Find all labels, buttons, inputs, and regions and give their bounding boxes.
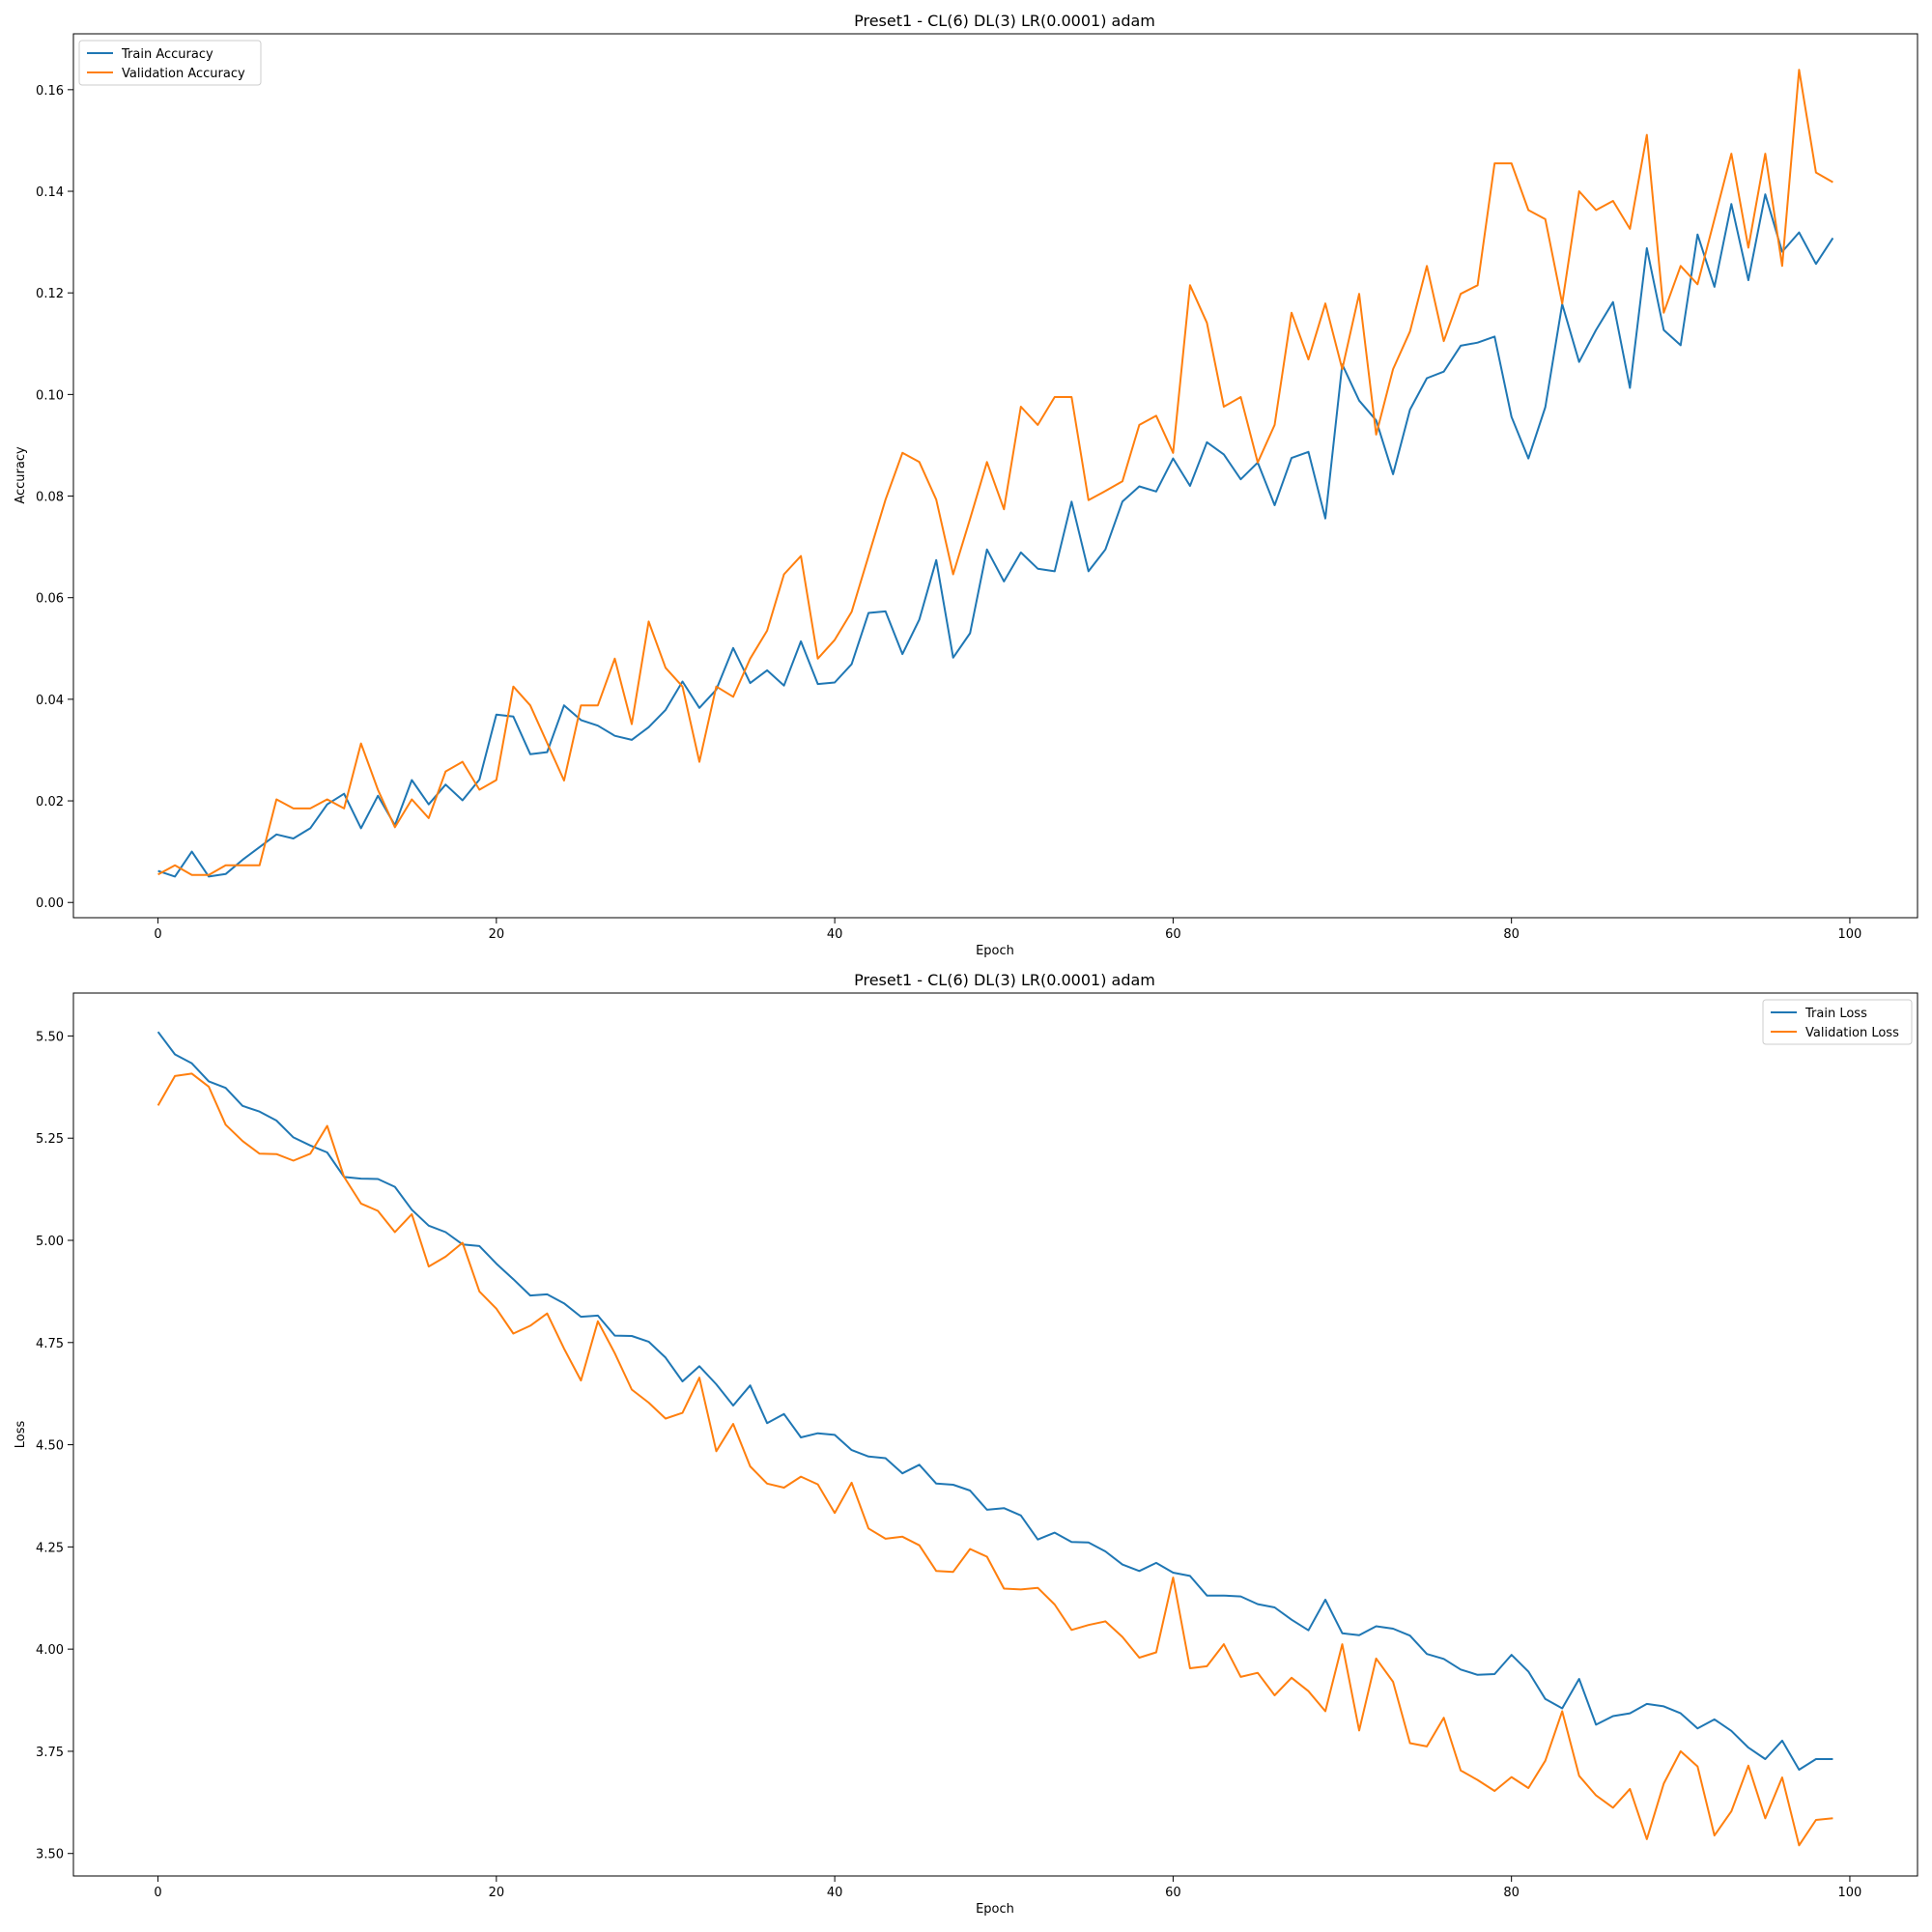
loss-legend-validation-label: Validation Loss — [1805, 1026, 1899, 1040]
loss-legend-box — [1762, 999, 1913, 1045]
accuracy-x-axis-label: Epoch — [976, 944, 1014, 958]
loss-y-tick-label: 3.75 — [36, 1746, 64, 1760]
accuracy-y-tick-label: 0.12 — [36, 287, 64, 301]
accuracy-y-axis-label: Accuracy — [14, 446, 28, 504]
accuracy-legend-box — [78, 40, 262, 86]
loss-x-tick-label: 20 — [489, 1886, 505, 1900]
loss-series-train-line — [156, 1031, 1833, 1771]
loss-y-tick-label: 5.50 — [36, 1030, 64, 1044]
accuracy-chart: Preset1 - CL(6) DL(3) LR(0.0001) adam 0 2… — [14, 12, 1918, 958]
accuracy-y-tick-label: 0.06 — [36, 592, 64, 607]
loss-y-tick-label: 4.00 — [36, 1643, 64, 1658]
accuracy-legend: Train Accuracy Validation Accuracy — [78, 40, 262, 86]
accuracy-y-tick-label: 0.16 — [36, 84, 64, 99]
accuracy-series-validation-line — [157, 69, 1833, 876]
accuracy-x-tick-label: 0 — [154, 927, 161, 942]
loss-y-tick-label: 4.75 — [36, 1337, 64, 1351]
accuracy-chart-title: Preset1 - CL(6) DL(3) LR(0.0001) adam — [854, 12, 1155, 30]
loss-chart: Preset1 - CL(6) DL(3) LR(0.0001) adam 0 2… — [14, 971, 1918, 1917]
loss-y-ticks: 3.50 3.75 4.00 4.25 4.50 4.75 5.00 5.25 5.50 — [36, 1030, 73, 1862]
accuracy-y-tick-label: 0.04 — [36, 694, 64, 708]
accuracy-legend-validation-label: Validation Accuracy — [122, 67, 245, 81]
accuracy-x-tick-label: 60 — [1165, 927, 1181, 942]
accuracy-y-tick-label: 0.02 — [36, 795, 64, 810]
loss-x-ticks: 0 20 40 60 80 100 — [154, 1876, 1861, 1900]
loss-y-tick-label: 5.25 — [36, 1132, 64, 1147]
loss-x-tick-label: 0 — [154, 1886, 161, 1900]
loss-y-tick-label: 4.25 — [36, 1541, 64, 1555]
accuracy-y-tick-label: 0.14 — [36, 185, 64, 200]
accuracy-plot-frame — [72, 33, 1918, 919]
loss-legend-train-label: Train Loss — [1804, 1007, 1867, 1021]
accuracy-y-tick-label: 0.10 — [36, 388, 64, 403]
loss-x-axis-label: Epoch — [976, 1902, 1014, 1917]
accuracy-x-ticks: 0 20 40 60 80 100 — [154, 918, 1861, 942]
accuracy-x-tick-label: 80 — [1503, 927, 1520, 942]
loss-plot-area — [156, 1031, 1833, 1847]
loss-chart-title: Preset1 - CL(6) DL(3) LR(0.0001) adam — [854, 971, 1155, 989]
accuracy-y-tick-label: 0.00 — [36, 896, 64, 911]
loss-x-tick-label: 100 — [1838, 1886, 1862, 1900]
loss-y-tick-label: 5.00 — [36, 1235, 64, 1249]
accuracy-plot-area — [157, 69, 1834, 878]
accuracy-x-tick-label: 20 — [489, 927, 505, 942]
accuracy-x-tick-label: 40 — [827, 927, 843, 942]
loss-x-tick-label: 60 — [1165, 1886, 1181, 1900]
loss-plot-frame — [72, 992, 1918, 1877]
loss-x-tick-label: 80 — [1503, 1886, 1520, 1900]
loss-y-tick-label: 3.50 — [36, 1848, 64, 1862]
loss-x-tick-label: 40 — [827, 1886, 843, 1900]
accuracy-y-ticks: 0.00 0.02 0.04 0.06 0.08 0.10 0.12 0.14 0.16 — [36, 84, 73, 911]
loss-legend: Train Loss Validation Loss — [1762, 999, 1913, 1045]
loss-series-validation-line — [156, 1072, 1833, 1847]
accuracy-legend-train-label: Train Accuracy — [121, 47, 213, 62]
accuracy-x-tick-label: 100 — [1838, 927, 1862, 942]
accuracy-y-tick-label: 0.08 — [36, 491, 64, 505]
loss-y-axis-label: Loss — [14, 1421, 28, 1449]
loss-y-tick-label: 4.50 — [36, 1439, 64, 1454]
